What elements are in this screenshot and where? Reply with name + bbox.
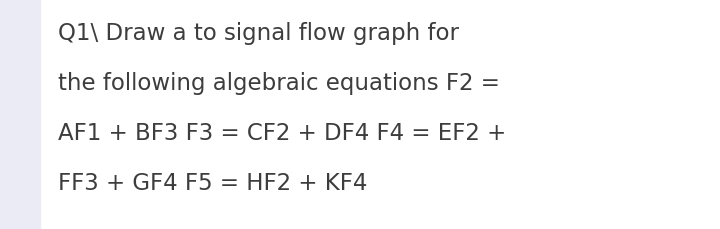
Text: FF3 + GF4 F5 = HF2 + KF4: FF3 + GF4 F5 = HF2 + KF4 [58,172,367,195]
Bar [0,0,40,229]
Text: AF1 + BF3 F3 = CF2 + DF4 F4 = EF2 +: AF1 + BF3 F3 = CF2 + DF4 F4 = EF2 + [58,122,506,145]
Text: the following algebraic equations F2 =: the following algebraic equations F2 = [58,72,500,95]
Text: Q1\ Draw a to signal flow graph for: Q1\ Draw a to signal flow graph for [58,22,459,45]
